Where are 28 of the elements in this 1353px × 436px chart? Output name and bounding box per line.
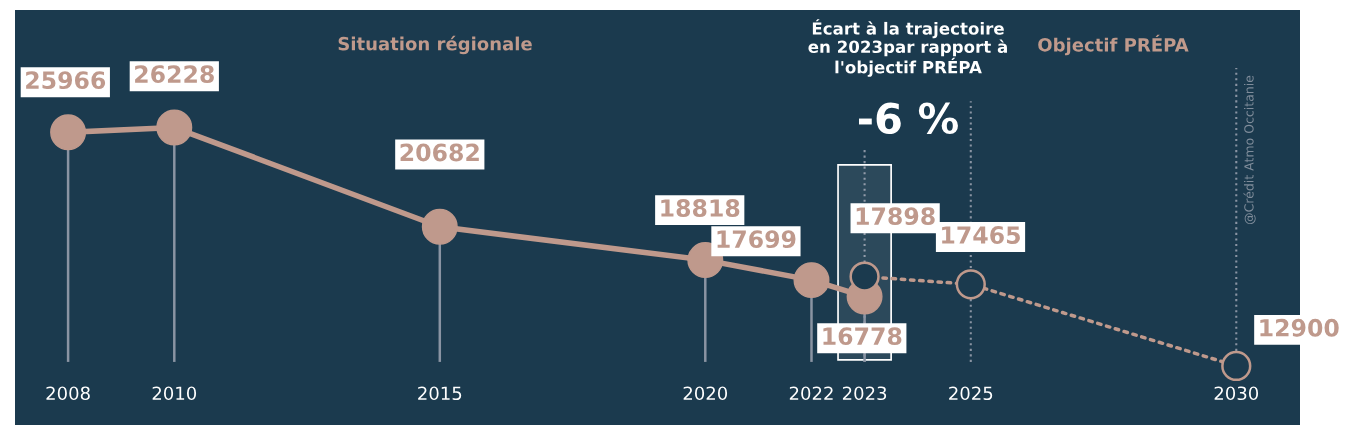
point bbox=[421, 208, 458, 245]
data-label: 17898 bbox=[856, 207, 935, 226]
x-tick-label: 2025 bbox=[949, 386, 993, 401]
data-label: 17465 bbox=[942, 226, 1020, 244]
point bbox=[50, 114, 87, 151]
annotation: @Crédit Atmo Occitanie bbox=[1243, 75, 1256, 225]
x-tick-label: 2015 bbox=[418, 386, 462, 401]
x-tick-label: 2023 bbox=[842, 386, 887, 401]
annotation: Écart à la trajectoire en 2023par rapport à l'objectif PRÉPA bbox=[808, 19, 1007, 77]
annotation: -6 % bbox=[858, 102, 958, 135]
point bbox=[793, 262, 830, 299]
point bbox=[849, 261, 880, 292]
annotation: Objectif PRÉPA bbox=[1038, 34, 1189, 56]
data-label: 25966 bbox=[26, 71, 106, 90]
x-tick-label: 2010 bbox=[152, 386, 197, 401]
point bbox=[156, 109, 193, 146]
data-label: 16778 bbox=[823, 327, 902, 346]
data-label: 26228 bbox=[135, 65, 214, 84]
point bbox=[955, 269, 986, 300]
data-label: 18818 bbox=[661, 199, 740, 217]
data-label: 12900 bbox=[1260, 318, 1339, 337]
annotation: Situation régionale bbox=[338, 35, 532, 55]
x-tick-label: 2020 bbox=[683, 386, 728, 401]
x-tick-label: 2008 bbox=[46, 386, 90, 401]
data-label: 20682 bbox=[400, 143, 479, 162]
data-label: 17699 bbox=[717, 230, 796, 249]
x-tick-label: 2030 bbox=[1214, 386, 1259, 401]
x-tick-label: 2022 bbox=[789, 386, 833, 401]
